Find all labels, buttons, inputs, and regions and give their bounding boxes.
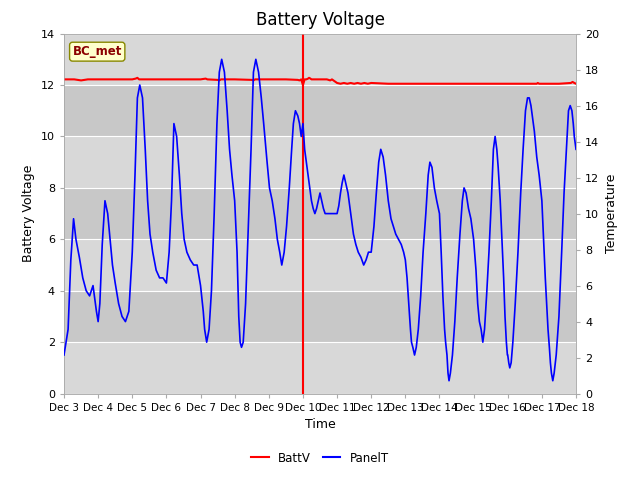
Bar bbox=[64, 342, 576, 394]
Title: Battery Voltage: Battery Voltage bbox=[255, 11, 385, 29]
Bar bbox=[64, 291, 576, 342]
Bar bbox=[64, 136, 576, 188]
Bar bbox=[64, 188, 576, 240]
Y-axis label: Battery Voltage: Battery Voltage bbox=[22, 165, 35, 262]
Bar bbox=[64, 240, 576, 291]
Y-axis label: Temperature: Temperature bbox=[605, 174, 618, 253]
Text: BC_met: BC_met bbox=[72, 45, 122, 58]
Bar bbox=[64, 85, 576, 136]
X-axis label: Time: Time bbox=[305, 418, 335, 431]
Legend: BattV, PanelT: BattV, PanelT bbox=[246, 447, 394, 469]
Bar bbox=[64, 34, 576, 85]
